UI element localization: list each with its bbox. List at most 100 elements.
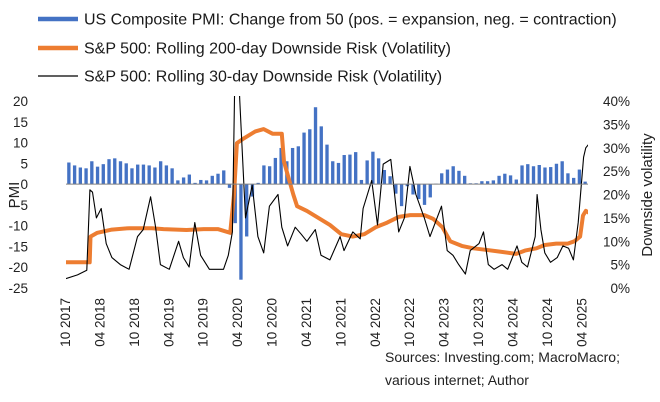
- pmi-bar: [572, 177, 576, 185]
- pmi-bar: [399, 184, 404, 207]
- y-left-tick-label: -5: [16, 198, 28, 213]
- pmi-bar: [382, 169, 387, 185]
- pmi-bar: [302, 132, 306, 185]
- line-series-200day: [66, 127, 588, 265]
- y-right-tick-label: 0%: [610, 281, 630, 296]
- y-left-tick-label: 20: [13, 94, 28, 109]
- pmi-bar: [204, 180, 209, 185]
- y-right-tick-label: 35%: [603, 117, 630, 132]
- pmi-bar: [549, 167, 553, 185]
- x-tick-label: 10 2022: [402, 298, 417, 347]
- pmi-bar: [313, 107, 318, 185]
- pmi-bar: [445, 169, 450, 185]
- pmi-bar: [365, 160, 369, 185]
- pmi-bar: [279, 147, 283, 185]
- pmi-bar: [72, 165, 77, 185]
- y-right-tick-label: 25%: [603, 164, 630, 179]
- y-axis-right-label: Downside volatility: [639, 133, 656, 257]
- y-left-tick-label: -20: [8, 260, 28, 275]
- pmi-bar: [153, 167, 157, 185]
- pmi-bar: [199, 179, 203, 185]
- source-note-line-2: various internet; Author: [385, 372, 529, 388]
- pmi-bar: [480, 181, 484, 185]
- y-axis-right-ticks: 40% 35% 30% 25% 20% 15% 10% 5% 0%: [603, 94, 630, 296]
- pmi-bar: [508, 175, 513, 185]
- legend-label: S&P 500: Rolling 200-day Downside Risk (…: [84, 41, 451, 58]
- x-tick-label: 04 2024: [505, 297, 520, 346]
- y-right-tick-label: 10%: [603, 234, 630, 249]
- pmi-bar: [78, 167, 83, 185]
- pmi-bar: [113, 158, 117, 185]
- y-left-tick-label: 10: [13, 136, 28, 151]
- pmi-bar: [239, 184, 243, 280]
- legend-label: US Composite PMI: Change from 50 (pos. =…: [84, 12, 617, 29]
- x-tick-label: 04 2025: [574, 298, 589, 347]
- pmi-bar: [543, 167, 547, 185]
- pmi-bar: [176, 180, 180, 185]
- pmi-bar: [376, 158, 381, 185]
- pmi-bar: [577, 169, 582, 185]
- pmi-bar: [354, 152, 358, 185]
- pmi-bar: [141, 164, 146, 185]
- pmi-bar: [520, 165, 524, 185]
- pmi-bar: [485, 181, 490, 185]
- x-tick-label: 10 2018: [127, 298, 142, 347]
- pmi-bar: [187, 174, 191, 185]
- pmi-bar: [67, 162, 71, 185]
- y-left-tick-label: -15: [8, 239, 28, 254]
- pmi-bar: [308, 129, 312, 185]
- pmi-bar: [428, 184, 432, 198]
- y-right-tick-label: 20%: [603, 188, 630, 203]
- pmi-bar: [342, 155, 346, 185]
- pmi-bar: [216, 173, 220, 185]
- pmi-bar: [147, 165, 151, 185]
- x-tick-label: 10 2017: [58, 298, 73, 347]
- x-axis-ticks: 10 2017 04 2018 10 2018 04 2019 10 2019 04 20…: [58, 297, 589, 346]
- pmi-bar: [84, 168, 88, 185]
- pmi-bar: [130, 168, 134, 185]
- pmi-bar: [290, 147, 295, 185]
- pmi-bar: [440, 173, 444, 185]
- x-tick-label: 04 2022: [368, 298, 383, 347]
- pmi-bar: [222, 170, 226, 185]
- y-right-tick-label: 40%: [603, 94, 630, 109]
- pmi-bar: [227, 184, 232, 188]
- pmi-bar: [348, 154, 352, 185]
- pmi-bar: [359, 179, 364, 185]
- y-right-tick-label: 30%: [603, 141, 630, 156]
- pmi-bar: [463, 175, 467, 185]
- pmi-bar: [451, 166, 455, 185]
- pmi-bar: [336, 162, 341, 185]
- y-axis-left-label: PMI: [6, 182, 23, 209]
- pmi-bar: [325, 144, 329, 185]
- pmi-bar: [371, 151, 375, 185]
- pmi-bar: [491, 180, 496, 185]
- x-tick-label: 04 2021: [299, 298, 314, 347]
- pmi-bar: [107, 159, 111, 185]
- pmi-bar: [95, 166, 100, 185]
- pmi-bar: [560, 161, 564, 185]
- pmi-bar: [273, 157, 278, 185]
- x-tick-label: 10 2024: [540, 297, 555, 346]
- line-series-30day: [66, 96, 588, 280]
- pmi-bar: [267, 166, 272, 185]
- pmi-bar: [331, 161, 335, 185]
- pmi-bar: [531, 166, 536, 185]
- source-note: Sources: Investing.com; MacroMacro; vari…: [385, 349, 620, 388]
- pmi-bar: [164, 165, 169, 185]
- pmi-bar: [124, 163, 128, 185]
- y-left-tick-label: -10: [8, 219, 28, 234]
- x-tick-label: 10 2021: [333, 298, 348, 347]
- pmi-bar: [181, 177, 186, 185]
- pmi-bar: [566, 173, 570, 185]
- legend-label: S&P 500: Rolling 30-day Downside Risk (V…: [84, 69, 442, 86]
- x-tick-label: 04 2020: [230, 298, 245, 347]
- pmi-bar: [497, 175, 501, 185]
- chart-legend: US Composite PMI: Change from 50 (pos. =…: [38, 12, 617, 86]
- source-note-line-1: Sources: Investing.com; MacroMacro;: [385, 349, 620, 365]
- y-left-tick-label: -25: [8, 281, 28, 296]
- pmi-bar: [457, 170, 461, 185]
- plot-area: [66, 96, 588, 280]
- pmi-bar: [422, 184, 427, 205]
- y-axis-left-ticks: 20 15 10 5 0 -5 -10 -15 -20 -25: [8, 94, 28, 296]
